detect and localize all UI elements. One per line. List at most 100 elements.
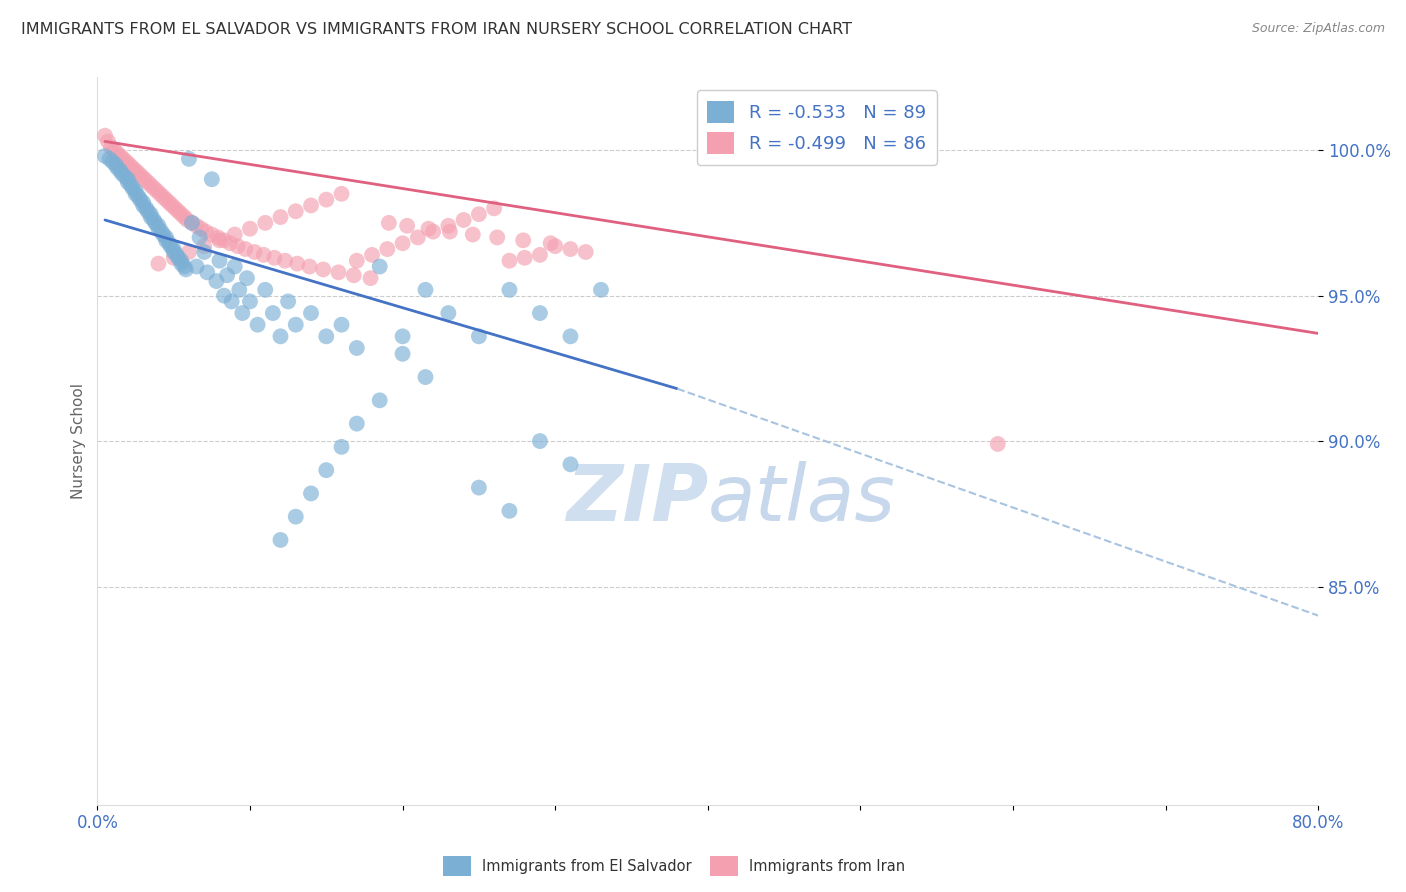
Point <box>461 227 484 242</box>
Point <box>110 163 132 178</box>
Point <box>186 260 208 274</box>
Point <box>468 481 491 495</box>
Point <box>170 207 193 221</box>
Point <box>139 178 162 192</box>
Point <box>132 198 155 212</box>
Point <box>415 283 437 297</box>
Point <box>139 207 162 221</box>
Point <box>165 202 187 216</box>
Point <box>375 242 398 256</box>
Point <box>155 193 177 207</box>
Point <box>149 186 172 201</box>
Point <box>135 202 157 216</box>
Point <box>269 210 291 224</box>
Point <box>343 268 366 283</box>
Point <box>111 166 134 180</box>
Point <box>148 219 170 233</box>
Point <box>159 239 181 253</box>
Point <box>498 253 520 268</box>
Point <box>513 251 536 265</box>
Point <box>157 236 180 251</box>
Point <box>226 239 249 253</box>
Point <box>142 181 165 195</box>
Point <box>239 294 262 309</box>
Point <box>170 253 193 268</box>
Point <box>219 236 242 251</box>
Point <box>396 219 419 233</box>
Point <box>269 533 291 547</box>
Point <box>560 242 582 256</box>
Point <box>124 163 146 178</box>
Point <box>167 204 190 219</box>
Point <box>328 265 350 279</box>
Text: ZIP: ZIP <box>565 461 707 537</box>
Point <box>136 204 159 219</box>
Point <box>263 251 285 265</box>
Point <box>498 504 520 518</box>
Point <box>120 178 142 192</box>
Point <box>368 393 391 408</box>
Point <box>284 509 307 524</box>
Point <box>415 370 437 384</box>
Text: IMMIGRANTS FROM EL SALVADOR VS IMMIGRANTS FROM IRAN NURSERY SCHOOL CORRELATION C: IMMIGRANTS FROM EL SALVADOR VS IMMIGRANT… <box>21 22 852 37</box>
Point <box>312 262 335 277</box>
Point <box>346 341 368 355</box>
Point <box>94 149 117 163</box>
Point <box>181 216 204 230</box>
Point <box>117 172 139 186</box>
Point <box>105 146 128 161</box>
Point <box>148 257 170 271</box>
Point <box>193 239 215 253</box>
Point <box>284 318 307 332</box>
Point <box>315 193 337 207</box>
Point <box>330 318 353 332</box>
Point <box>131 169 153 184</box>
Point <box>236 271 259 285</box>
Point <box>243 244 266 259</box>
Point <box>360 271 382 285</box>
Point <box>186 219 208 233</box>
Point <box>163 244 186 259</box>
Point <box>103 143 125 157</box>
Point <box>468 207 491 221</box>
Point <box>201 227 224 242</box>
Point <box>498 283 520 297</box>
Text: atlas: atlas <box>707 461 896 537</box>
Point <box>224 227 246 242</box>
Point <box>212 233 235 247</box>
Point <box>299 306 322 320</box>
Point <box>136 175 159 189</box>
Point <box>221 294 243 309</box>
Point <box>207 230 229 244</box>
Point <box>129 193 152 207</box>
Point <box>201 172 224 186</box>
Point <box>148 221 170 235</box>
Point <box>368 260 391 274</box>
Point <box>285 257 308 271</box>
Point <box>188 230 211 244</box>
Point <box>193 244 215 259</box>
Point <box>224 260 246 274</box>
Point <box>453 213 475 227</box>
Point <box>391 329 413 343</box>
Point <box>128 166 150 180</box>
Point <box>114 169 136 184</box>
Point <box>134 172 156 186</box>
Point <box>176 213 198 227</box>
Point <box>346 253 368 268</box>
Point <box>152 227 174 242</box>
Point <box>253 248 276 262</box>
Point <box>330 186 353 201</box>
Point <box>117 175 139 189</box>
Point <box>121 161 143 175</box>
Point <box>163 242 186 256</box>
Point <box>529 434 551 448</box>
Point <box>274 253 297 268</box>
Point <box>315 463 337 477</box>
Point <box>589 283 612 297</box>
Point <box>544 239 567 253</box>
Point <box>439 225 461 239</box>
Point <box>146 184 169 198</box>
Point <box>205 274 228 288</box>
Point <box>98 152 121 166</box>
